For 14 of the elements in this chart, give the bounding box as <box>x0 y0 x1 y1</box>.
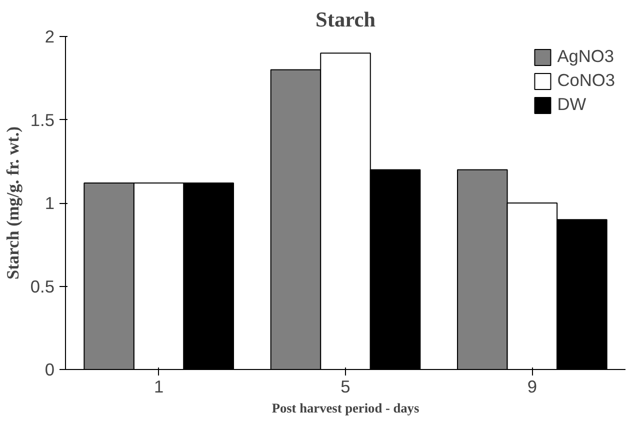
y-tick-label: 0.5 <box>30 276 55 296</box>
y-axis-title: Starch (mg/g. fr. wt.) <box>3 126 22 280</box>
y-tick-label: 2 <box>44 26 55 46</box>
x-axis-title: Post harvest period - days <box>272 400 420 416</box>
legend-label: CoNO3 <box>557 70 615 91</box>
legend-label: AgNO3 <box>557 46 614 67</box>
x-tick-label: 5 <box>340 376 350 396</box>
y-tick-label: 0 <box>44 360 55 380</box>
x-tick-label: 9 <box>527 376 537 396</box>
legend-label: DW <box>557 94 586 115</box>
y-tick-label: 1 <box>44 193 55 213</box>
x-tick-label: 1 <box>154 376 164 396</box>
y-tick-label: 1.5 <box>30 110 55 130</box>
chart-title: Starch <box>315 8 376 32</box>
